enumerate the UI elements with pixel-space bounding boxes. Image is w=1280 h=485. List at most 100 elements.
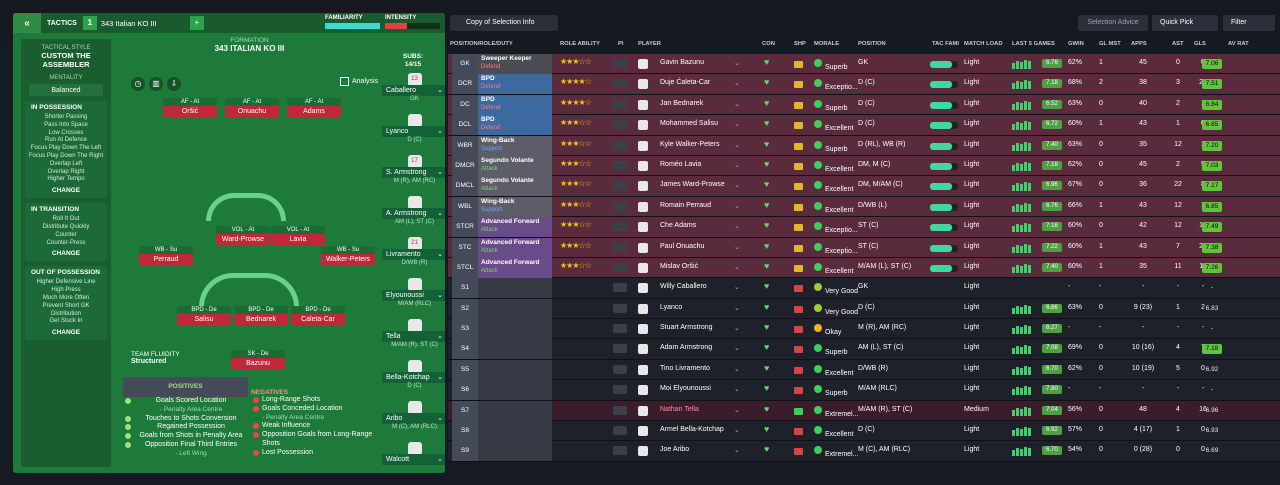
player-name[interactable]: Gavin Bazunu — [660, 59, 704, 66]
chevron-down-icon[interactable]: ⌄ — [734, 365, 740, 373]
chevron-down-icon[interactable]: ⌄ — [734, 80, 740, 88]
player-name[interactable]: Romain Perraud — [660, 201, 711, 209]
position-slot[interactable]: STCR — [452, 217, 478, 238]
player-instructions-icon[interactable] — [613, 283, 627, 293]
out-of-possession-change-button[interactable]: CHANGE — [51, 329, 81, 337]
player-name[interactable]: Tino Livramento — [660, 364, 710, 372]
chevron-down-icon[interactable]: ⌄ — [437, 333, 443, 340]
player-card[interactable]: WB - Su Perraud — [139, 246, 193, 265]
role-duty-box[interactable]: Segundo Volante Attack — [478, 155, 552, 176]
column-header[interactable]: GL MST — [1099, 41, 1121, 47]
column-header[interactable]: GLS — [1194, 41, 1206, 47]
player-name[interactable]: Che Adams — [660, 222, 697, 230]
player-name[interactable]: Duje Ćaleta-Car — [660, 79, 711, 87]
table-row[interactable]: S5 Tino Livramento ⌄ ♥ Excellent D/WB (R) Ligh… — [448, 359, 1280, 381]
player-instructions-icon[interactable] — [613, 262, 627, 272]
table-row[interactable]: DMCL Segundo Volante Attack ★★★☆☆ James Ward… — [448, 176, 1280, 197]
position-slot[interactable]: S5 — [452, 359, 478, 380]
column-header[interactable]: TAC FAMI — [932, 41, 959, 47]
analysis-toggle[interactable]: Analysis — [340, 77, 378, 86]
player-name[interactable]: Joe Aribo — [660, 446, 690, 454]
sub-card[interactable]: 17 S. Armstrong ⌄ M (R), AM (RC) — [382, 155, 445, 185]
chevron-down-icon[interactable]: ⌄ — [734, 386, 740, 394]
table-row[interactable]: S9 Joe Aribo ⌄ ♥ Extremel... M (C), AM (RLC) L… — [448, 441, 1280, 462]
table-row[interactable]: DCR BPD Defend ★★★★☆ Duje Ćaleta-Car ⌄ ♥ Except… — [448, 74, 1280, 95]
table-row[interactable]: STCL Advanced Forward Attack ★★★☆☆ Mislav Or… — [448, 257, 1280, 279]
player-card[interactable]: SK - De Bazunu — [231, 350, 285, 369]
player-name[interactable]: Paul Onuachu — [660, 242, 705, 250]
position-slot[interactable]: WBR — [452, 135, 478, 156]
sub-card[interactable]: Tella ⌄ M/AM (R), ST (C) — [382, 319, 445, 349]
position-slot[interactable]: S4 — [452, 339, 478, 360]
chevron-down-icon[interactable]: ⌄ — [734, 182, 740, 190]
table-row[interactable]: GK Sweeper Keeper Defend ★★★☆☆ Gavin Bazunu ⌄… — [448, 54, 1280, 75]
chevron-down-icon[interactable]: ⌄ — [734, 141, 740, 149]
player-instructions-icon[interactable] — [613, 79, 627, 89]
tactic-slot-number[interactable]: 1 — [82, 16, 97, 30]
tactical-style[interactable]: CUSTOM THE ASSEMBLER — [41, 51, 91, 69]
player-instructions-icon[interactable] — [613, 140, 627, 150]
column-header[interactable]: SHP — [794, 41, 806, 47]
table-row[interactable]: DMCR Segundo Volante Attack ★★★☆☆ Roméo Lavi… — [448, 155, 1280, 177]
player-name[interactable]: Mislav Oršić — [660, 262, 699, 270]
chevron-down-icon[interactable]: ⌄ — [437, 456, 443, 463]
sub-card[interactable]: Aribo ⌄ M (C), AM (RLC) — [382, 401, 445, 431]
chevron-down-icon[interactable]: ⌄ — [437, 169, 443, 176]
table-row[interactable]: S7 Nathan Tella ⌄ ♥ Extremel... M/AM (R), ST … — [448, 400, 1280, 422]
player-name[interactable]: Armel Bella-Kotchap — [660, 426, 724, 434]
player-name[interactable]: Mohammed Salisu — [660, 120, 718, 128]
column-header[interactable]: ROLE ABILITY — [560, 41, 601, 47]
role-duty-box[interactable] — [478, 400, 552, 421]
column-header[interactable]: MORALE — [814, 41, 840, 47]
column-header[interactable]: CON — [762, 41, 775, 47]
player-name[interactable]: Jan Bednarek — [660, 99, 704, 107]
chevron-down-icon[interactable]: ⌄ — [437, 87, 443, 94]
role-duty-box[interactable]: Advanced Forward Attack — [478, 237, 552, 258]
position-slot[interactable]: STC — [452, 237, 478, 258]
player-instructions-icon[interactable] — [613, 201, 627, 211]
player-name[interactable]: Kyle Walker-Peters — [660, 140, 720, 148]
position-slot[interactable]: S1 — [452, 278, 478, 299]
player-name[interactable]: James Ward-Prowse — [660, 181, 725, 189]
role-duty-box[interactable] — [478, 359, 552, 380]
player-card[interactable]: BPD - De Bednarek — [234, 306, 288, 325]
player-name[interactable]: Roméo Lavia — [660, 160, 702, 168]
position-slot[interactable]: DC — [452, 94, 478, 115]
table-row[interactable]: S1 Willy Caballero ⌄ ♥ Very Good GK Light - - - - -… — [448, 278, 1280, 299]
table-row[interactable]: DCL BPD Defend ★★★☆☆ Mohammed Salisu ⌄ ♥ Excell… — [448, 115, 1280, 136]
sub-card[interactable]: 13 Caballero ⌄ GK — [382, 73, 445, 103]
role-duty-box[interactable]: BPD Defend — [478, 94, 552, 115]
chevron-down-icon[interactable]: ⌄ — [437, 251, 443, 258]
table-row[interactable]: S6 Moi Elyounoussi ⌄ ♥ Superb M/AM (RLC) Light… — [448, 380, 1280, 401]
position-slot[interactable]: STCL — [452, 257, 478, 278]
player-name[interactable]: Moi Elyounoussi — [660, 385, 711, 393]
in-possession-change-button[interactable]: CHANGE — [51, 187, 81, 195]
sub-card[interactable]: 21 Livramento ⌄ D/WB (R) — [382, 237, 445, 267]
chevron-down-icon[interactable]: ⌄ — [437, 374, 443, 381]
role-duty-box[interactable] — [478, 278, 552, 299]
position-slot[interactable]: S3 — [452, 319, 478, 340]
player-name[interactable]: Nathan Tella — [660, 405, 699, 413]
mentality-select[interactable]: Balanced — [29, 84, 103, 96]
chevron-down-icon[interactable]: ⌄ — [734, 243, 740, 251]
table-row[interactable]: STC Advanced Forward Attack ★★★☆☆ Paul Onuac… — [448, 237, 1280, 258]
player-name[interactable]: Willy Caballero — [660, 283, 707, 291]
role-duty-box[interactable] — [478, 298, 552, 319]
sub-card[interactable]: Elyounoussi ⌄ M/AM (RLC) — [382, 278, 445, 308]
column-header[interactable]: MATCH LOAD — [964, 41, 1003, 47]
column-header[interactable]: AST — [1172, 41, 1184, 47]
chevron-down-icon[interactable]: ⌄ — [734, 100, 740, 108]
add-tactic-button[interactable]: + — [189, 16, 204, 30]
column-header[interactable]: POSITION — [858, 41, 886, 47]
role-duty-box[interactable] — [478, 319, 552, 340]
chevron-down-icon[interactable]: ⌄ — [734, 223, 740, 231]
player-instructions-icon[interactable] — [613, 405, 627, 415]
player-card[interactable]: BPD - De Caleta-Car — [291, 306, 345, 325]
sub-card[interactable]: Lyanco ⌄ D (C) — [382, 114, 445, 144]
chevron-down-icon[interactable]: ⌄ — [734, 202, 740, 210]
column-header[interactable]: LAST 5 GAMES — [1012, 41, 1055, 47]
position-slot[interactable]: S2 — [452, 298, 478, 319]
table-row[interactable]: DC BPD Defend ★★★★☆ Jan Bednarek ⌄ ♥ Superb D (C… — [448, 94, 1280, 116]
role-duty-box[interactable]: Wing-Back Support — [478, 135, 552, 156]
formation-name[interactable]: 343 ITALIAN KO III — [214, 44, 285, 53]
